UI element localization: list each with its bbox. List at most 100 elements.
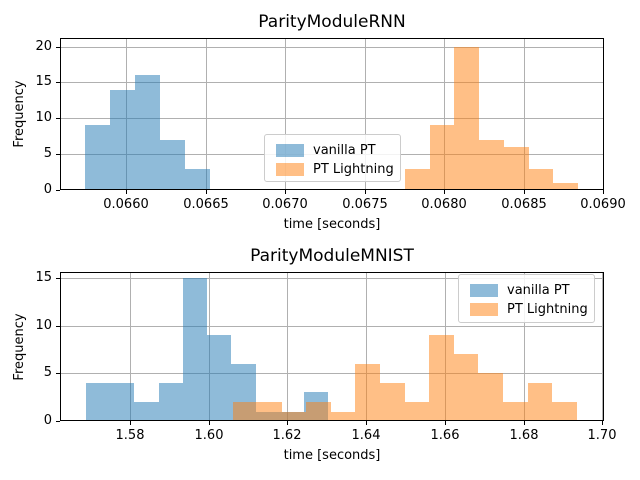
hist-bar-vanilla-pt (231, 363, 256, 421)
hist-bar-vanilla-pt (85, 382, 111, 421)
hist-bar-vanilla-pt (182, 278, 208, 421)
x-tick-mark (524, 190, 525, 194)
hist-bar-vanilla-pt (84, 125, 110, 190)
y-tick-mark (56, 278, 60, 279)
legend-item-vanilla-pt: vanilla PT (470, 281, 594, 300)
hist-bar-pt-lightning (528, 168, 554, 190)
x-tick-mark (524, 421, 525, 425)
x-tick-label: 0.0665 (183, 197, 229, 212)
axes-spines (60, 272, 604, 421)
y-tick-mark (56, 326, 60, 327)
x-tick-mark (209, 421, 210, 425)
x-axis-label: time [seconds] (283, 217, 381, 232)
plot-area (60, 272, 604, 421)
x-axis-label: time [seconds] (283, 448, 381, 463)
hist-bar-vanilla-pt (134, 75, 160, 190)
gridline-y (60, 82, 604, 83)
hist-bar-pt-lightning (281, 411, 307, 421)
y-tick-label: 15 (35, 74, 52, 89)
gridline-x (524, 38, 525, 190)
gridline-x (126, 38, 127, 190)
hist-bar-pt-lightning (454, 46, 480, 190)
y-tick-label: 5 (43, 365, 52, 380)
y-tick-mark (56, 82, 60, 83)
hist-bar-vanilla-pt (184, 168, 210, 190)
gridline-x (365, 38, 366, 190)
legend-item-pt-lightning: PT Lightning (470, 300, 594, 319)
hist-bar-vanilla-pt (159, 139, 185, 190)
hist-bar-pt-lightning (552, 401, 577, 421)
hist-bar-pt-lightning (503, 146, 529, 190)
legend-item-pt-lightning: PT Lightning (276, 160, 400, 179)
x-tick-mark (365, 190, 366, 194)
hist-bar-pt-lightning (479, 139, 504, 190)
hist-bar-vanilla-pt (255, 411, 280, 421)
y-tick-mark (56, 154, 60, 155)
x-tick-label: 0.0670 (262, 197, 308, 212)
x-tick-mark (206, 190, 207, 194)
x-tick-label: 1.70 (587, 428, 617, 443)
x-tick-mark (130, 421, 131, 425)
gridline-y (60, 373, 604, 374)
x-tick-mark (445, 421, 446, 425)
x-tick-label: 0.0675 (342, 197, 388, 212)
legend-label: PT Lightning (313, 162, 394, 177)
gridline-x (445, 272, 446, 421)
hist-bar-pt-lightning (429, 335, 454, 421)
gridline-x (366, 272, 367, 421)
gridline-x (603, 38, 604, 190)
gridline-y (60, 326, 604, 327)
gridline-x (206, 38, 207, 190)
gridline-y (60, 47, 604, 48)
legend: vanilla PT PT Lightning (264, 134, 401, 182)
y-tick-label: 10 (35, 110, 52, 125)
x-tick-label: 1.66 (430, 428, 460, 443)
legend-swatch-pt-lightning (470, 303, 498, 316)
x-tick-mark (285, 190, 286, 194)
y-tick-label: 5 (43, 146, 52, 161)
x-tick-label: 1.68 (509, 428, 539, 443)
legend: vanilla PT PT Lightning (458, 274, 595, 323)
x-tick-label: 1.58 (115, 428, 145, 443)
x-tick-label: 0.0690 (580, 197, 626, 212)
legend-swatch-pt-lightning (276, 163, 304, 176)
legend-swatch-vanilla-pt (470, 284, 498, 297)
hist-bar-vanilla-pt (109, 89, 135, 190)
y-tick-mark (56, 118, 60, 119)
hist-bar-pt-lightning (404, 401, 430, 421)
x-tick-label: 0.0685 (501, 197, 547, 212)
plot-title: ParityModuleMNIST (250, 246, 414, 266)
hist-bar-vanilla-pt (158, 382, 183, 421)
y-tick-mark (56, 373, 60, 374)
x-tick-mark (126, 190, 127, 194)
legend-label: PT Lightning (507, 302, 588, 317)
y-axis-label: Frequency (12, 80, 27, 148)
hist-bar-vanilla-pt (110, 382, 135, 421)
gridline-x (524, 272, 525, 421)
hist-bar-pt-lightning (355, 363, 381, 421)
y-tick-label: 0 (43, 413, 52, 428)
hist-bar-pt-lightning (503, 401, 528, 421)
hist-bar-vanilla-pt (134, 401, 159, 421)
hist-bar-pt-lightning (453, 354, 479, 421)
y-tick-label: 15 (35, 270, 52, 285)
hist-bar-pt-lightning (553, 182, 579, 190)
legend-label: vanilla PT (507, 283, 570, 298)
gridline-x (285, 38, 286, 190)
y-tick-label: 20 (35, 39, 52, 54)
gridline-x (602, 272, 603, 421)
hist-bar-pt-lightning (380, 382, 405, 421)
gridline-x (130, 272, 131, 421)
hist-bar-pt-lightning (404, 168, 430, 190)
x-tick-mark (287, 421, 288, 425)
y-tick-label: 0 (43, 182, 52, 197)
hist-bar-pt-lightning (232, 401, 258, 421)
plot-title: ParityModuleRNN (258, 12, 406, 32)
x-tick-mark (603, 190, 604, 194)
x-tick-label: 0.0660 (103, 197, 149, 212)
gridline-x (209, 272, 210, 421)
gridline-x (444, 38, 445, 190)
